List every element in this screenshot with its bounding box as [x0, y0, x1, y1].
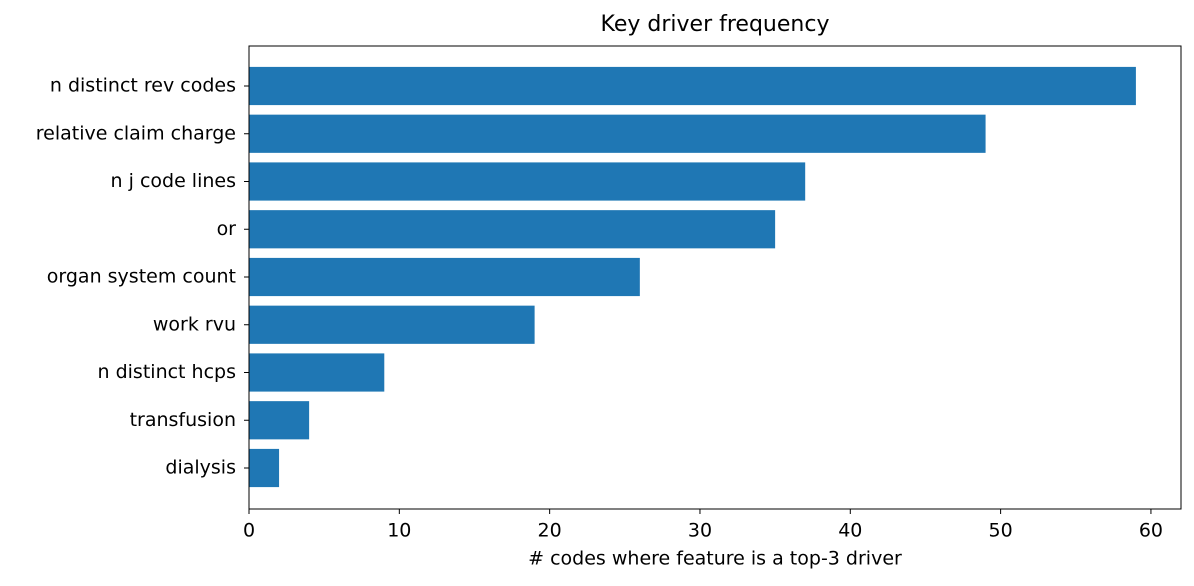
bar [249, 401, 310, 440]
y-tick-label: dialysis [165, 457, 236, 479]
y-tick-label: n distinct rev codes [50, 75, 236, 97]
bar [249, 353, 385, 392]
x-tick-label: 20 [538, 520, 562, 542]
bar [249, 66, 1136, 106]
y-tick-label: n distinct hcps [98, 361, 236, 383]
plot-frame [248, 45, 1182, 510]
x-tick-label: 60 [1139, 520, 1163, 542]
y-tick-label: or [217, 218, 237, 240]
bar [249, 448, 280, 488]
y-tick-label: transfusion [130, 409, 236, 431]
x-tick-label: 40 [838, 520, 862, 542]
x-tick-label: 10 [387, 520, 411, 542]
x-tick-label: 30 [688, 520, 712, 542]
x-tick-label: 50 [989, 520, 1013, 542]
y-tick-label: organ system count [47, 266, 236, 288]
chart-title: Key driver frequency [601, 12, 830, 37]
y-tick-label: relative claim charge [36, 122, 236, 144]
y-tick-label: n j code lines [111, 170, 236, 192]
bar [249, 162, 806, 201]
y-tick-label: work rvu [153, 313, 236, 335]
bar [249, 210, 776, 249]
x-axis-label: # codes where feature is a top-3 driver [528, 548, 902, 570]
x-tick-label: 0 [243, 520, 255, 542]
bar [249, 114, 986, 153]
bar [249, 305, 535, 344]
bar [249, 257, 640, 297]
